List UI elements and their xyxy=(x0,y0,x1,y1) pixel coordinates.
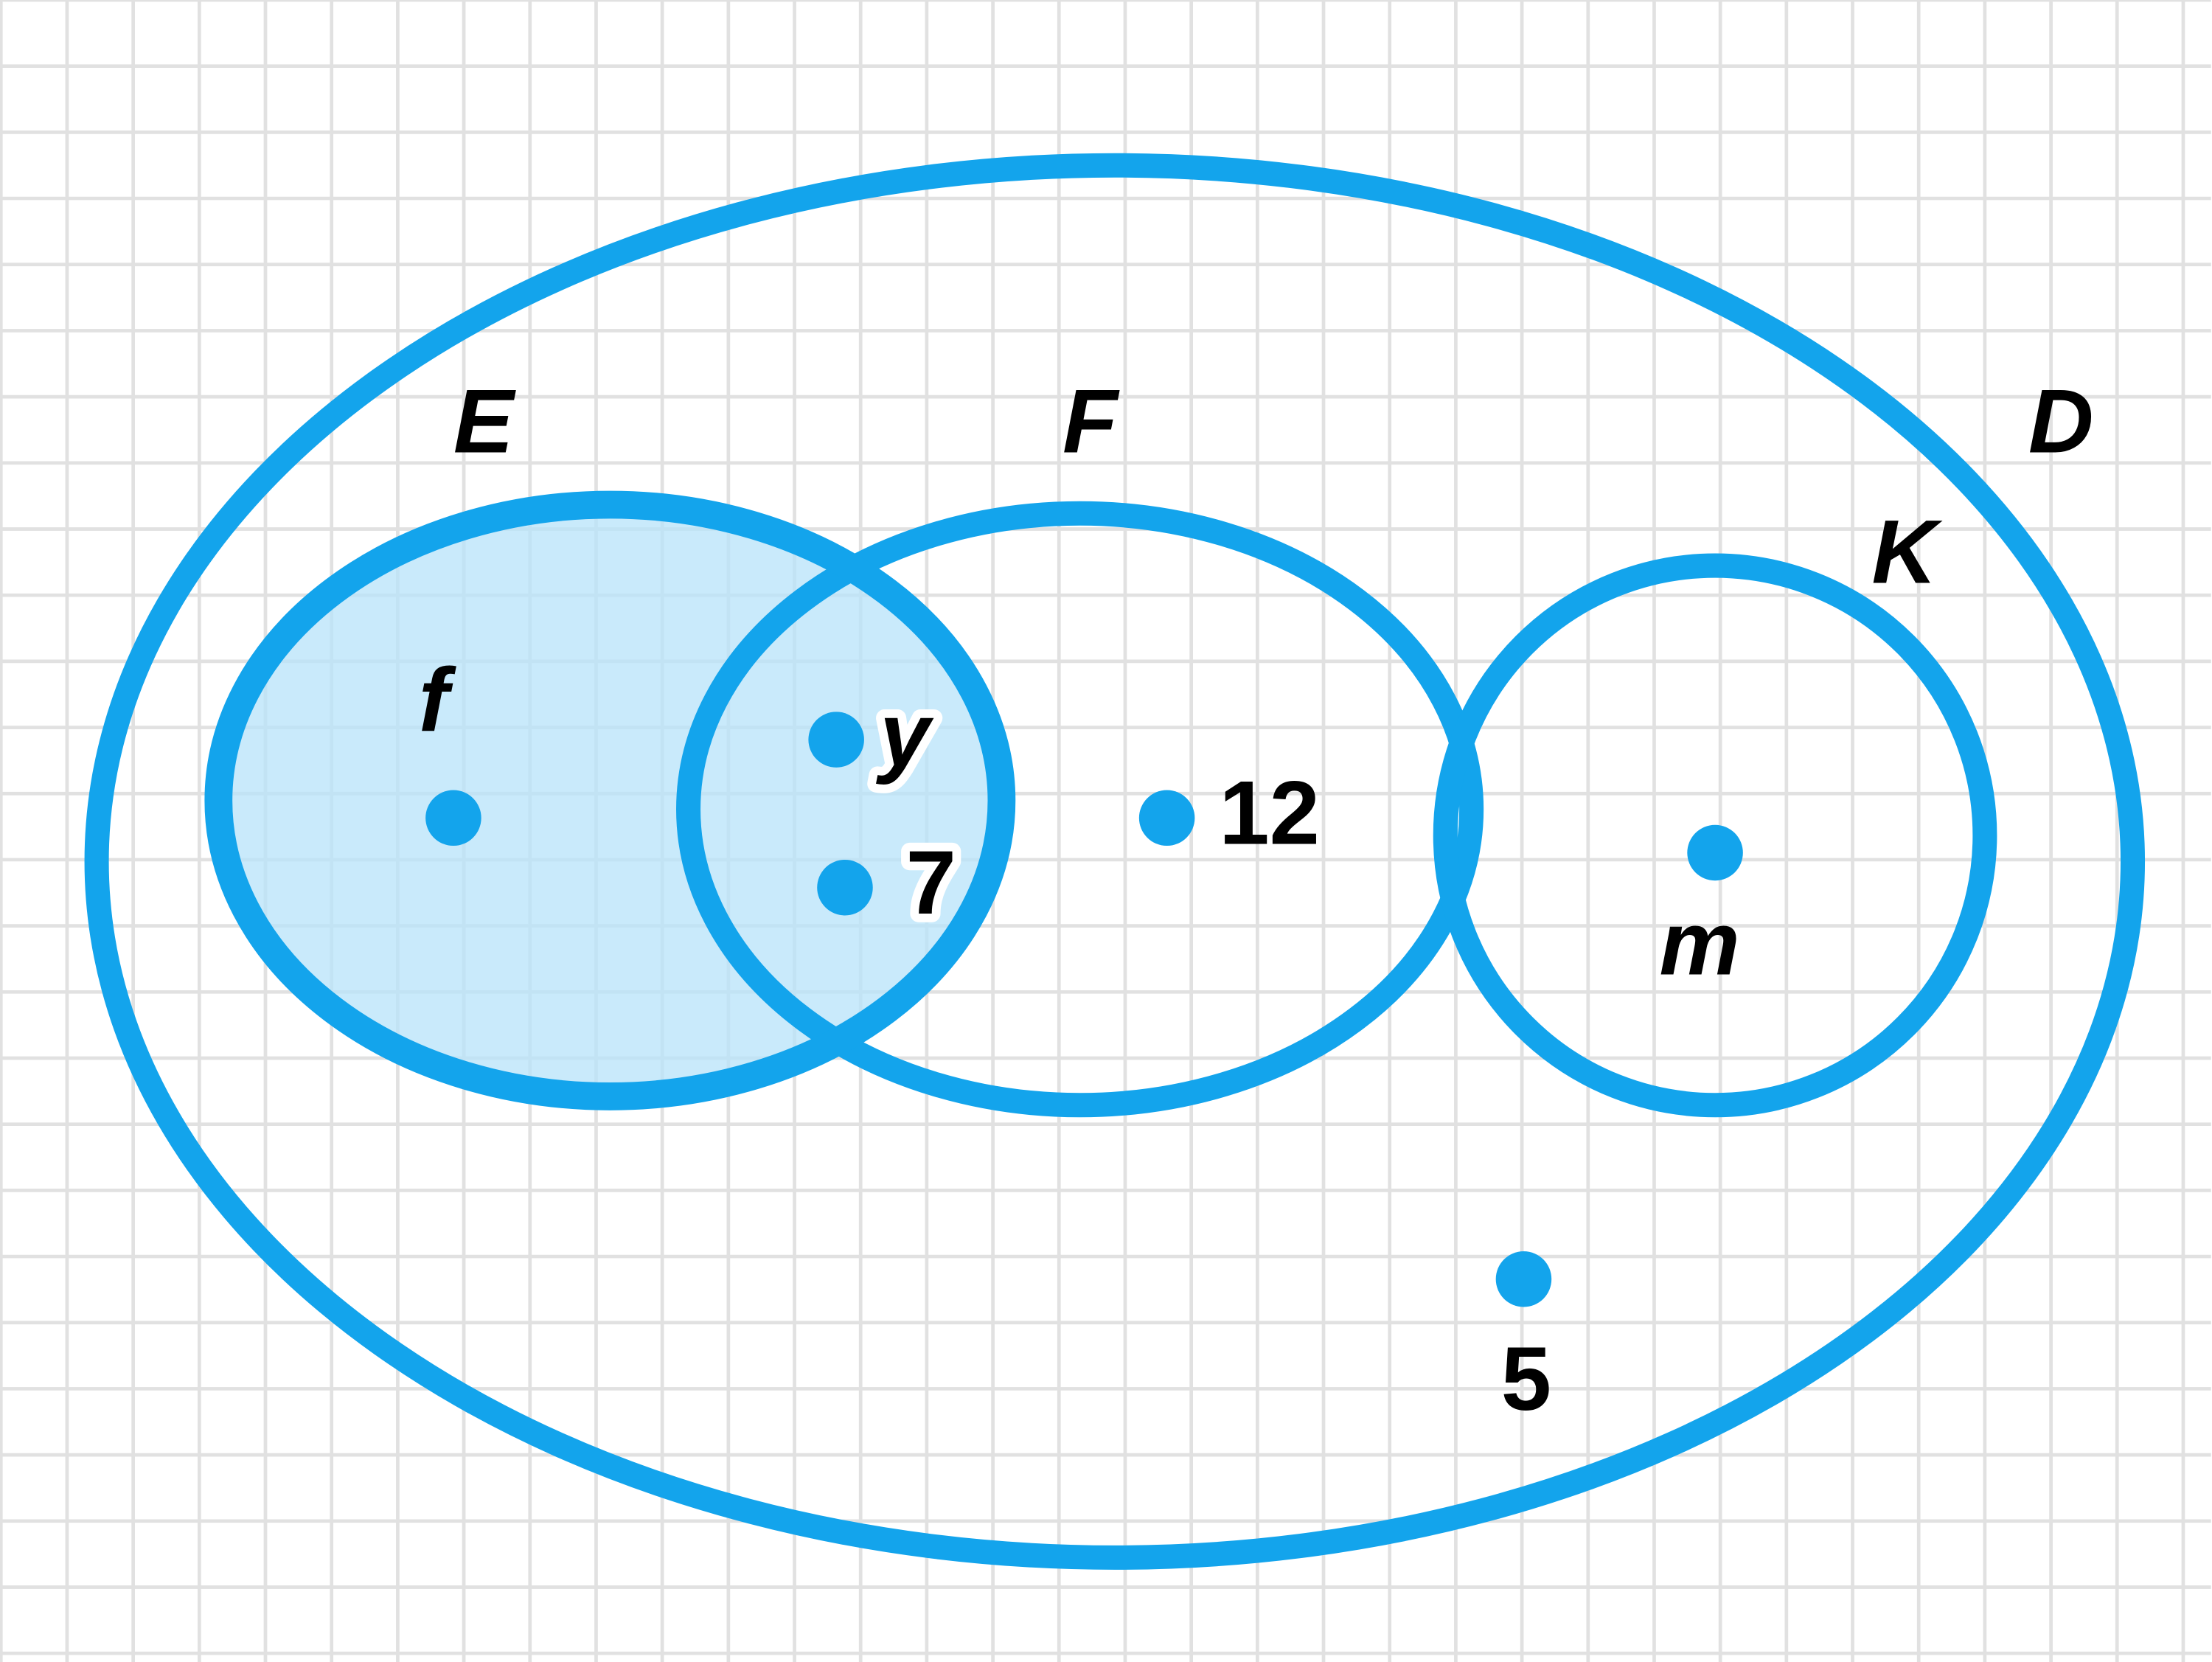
element-7-point xyxy=(817,860,873,916)
element-5-label: 5 xyxy=(1501,1329,1551,1430)
set-E-label: E xyxy=(453,372,516,473)
set-K-label: K xyxy=(1871,502,1943,603)
element-m-label: m xyxy=(1660,894,1740,995)
element-f-point xyxy=(425,790,481,846)
element-y-label: y xyxy=(875,684,934,785)
element-7-label: 7 xyxy=(906,832,956,933)
set-F-label: F xyxy=(1062,372,1120,473)
element-12-point xyxy=(1139,790,1195,846)
element-12-label: 12 xyxy=(1219,763,1320,864)
element-5-point xyxy=(1496,1251,1552,1307)
venn-diagram: DEFK57712fyym xyxy=(0,0,2212,1662)
set-D-label: D xyxy=(2028,372,2094,473)
element-m-point xyxy=(1687,825,1743,881)
element-y-point xyxy=(808,712,864,768)
